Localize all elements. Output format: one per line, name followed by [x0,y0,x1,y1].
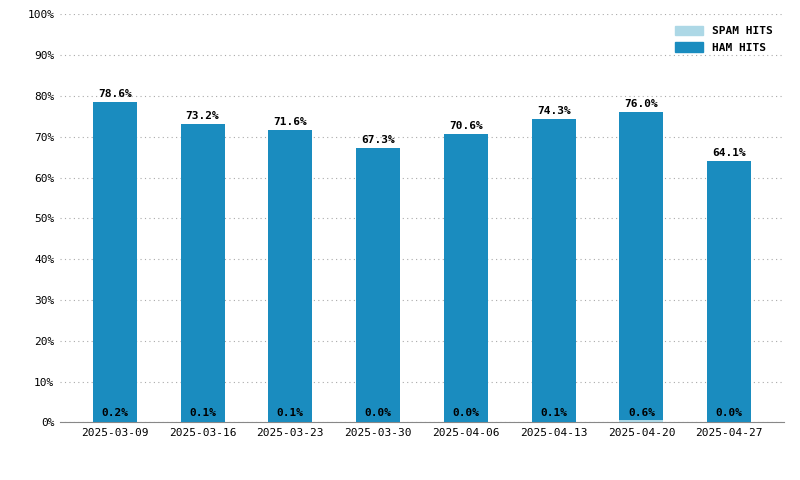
Text: 0.0%: 0.0% [365,408,392,418]
Bar [181,124,225,422]
Bar [444,134,488,422]
Text: 0.1%: 0.1% [189,408,216,418]
Bar [356,148,400,422]
Text: 0.1%: 0.1% [277,408,304,418]
Bar [707,161,751,422]
Text: 0.2%: 0.2% [102,408,128,418]
Bar [619,420,663,422]
Text: 76.0%: 76.0% [625,99,658,109]
Text: 74.3%: 74.3% [537,107,570,116]
Text: 0.6%: 0.6% [628,408,655,418]
Bar [532,119,575,422]
Bar [93,421,137,422]
Text: 73.2%: 73.2% [186,111,219,121]
Legend: SPAM HITS, HAM HITS: SPAM HITS, HAM HITS [670,20,778,58]
Text: 71.6%: 71.6% [274,118,307,127]
Text: 0.0%: 0.0% [716,408,742,418]
Bar [619,112,663,422]
Text: 0.0%: 0.0% [452,408,479,418]
Text: 67.3%: 67.3% [362,135,395,145]
Bar [269,130,312,422]
Text: 78.6%: 78.6% [98,89,132,99]
Text: 70.6%: 70.6% [449,121,482,132]
Bar [93,102,137,422]
Text: 64.1%: 64.1% [712,148,746,158]
Text: 0.1%: 0.1% [540,408,567,418]
